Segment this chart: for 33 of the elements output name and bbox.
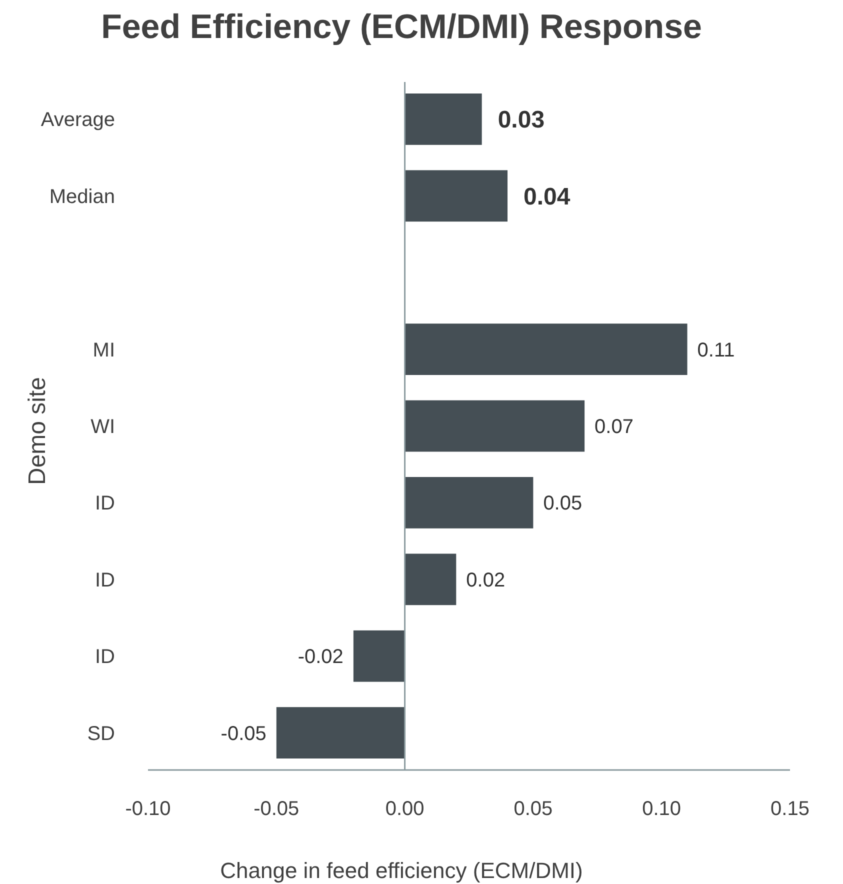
bar xyxy=(404,400,585,452)
data-label: 0.11 xyxy=(697,339,735,362)
bar xyxy=(404,554,456,606)
data-label: 0.04 xyxy=(524,183,571,210)
x-tick-label: -0.10 xyxy=(125,798,171,820)
x-tick-label: 0.05 xyxy=(514,798,553,820)
y-tick-label: Average xyxy=(40,109,115,132)
bar xyxy=(404,477,534,528)
y-tick-label: ID xyxy=(95,569,115,592)
data-label: 0.07 xyxy=(594,416,634,438)
x-tick-label: 0.00 xyxy=(385,798,424,820)
x-tick-label: -0.05 xyxy=(254,798,300,820)
x-axis-title: Change in feed efficiency (ECM/DMI) xyxy=(220,858,583,883)
y-tick-label: WI xyxy=(90,416,115,438)
bar xyxy=(404,94,482,145)
x-tick-label: 0.10 xyxy=(642,798,682,820)
bar xyxy=(404,324,688,375)
y-tick-label: ID xyxy=(95,492,115,515)
y-axis-title: Demo site xyxy=(24,376,51,486)
chart-title: Feed Efficiency (ECM/DMI) Response xyxy=(101,8,702,46)
data-label: -0.05 xyxy=(220,722,266,745)
bar xyxy=(353,630,405,682)
data-label: 0.05 xyxy=(543,492,582,515)
bar xyxy=(276,707,405,758)
y-tick-label: ID xyxy=(95,646,115,668)
data-label: -0.02 xyxy=(298,646,344,668)
x-tick-label: 0.15 xyxy=(770,798,810,820)
data-label: 0.02 xyxy=(466,569,506,592)
y-tick-label: MI xyxy=(92,339,115,362)
bar xyxy=(404,170,508,222)
y-tick-label: SD xyxy=(87,722,115,745)
data-label: 0.03 xyxy=(498,106,545,134)
y-tick-label: Median xyxy=(49,186,115,208)
